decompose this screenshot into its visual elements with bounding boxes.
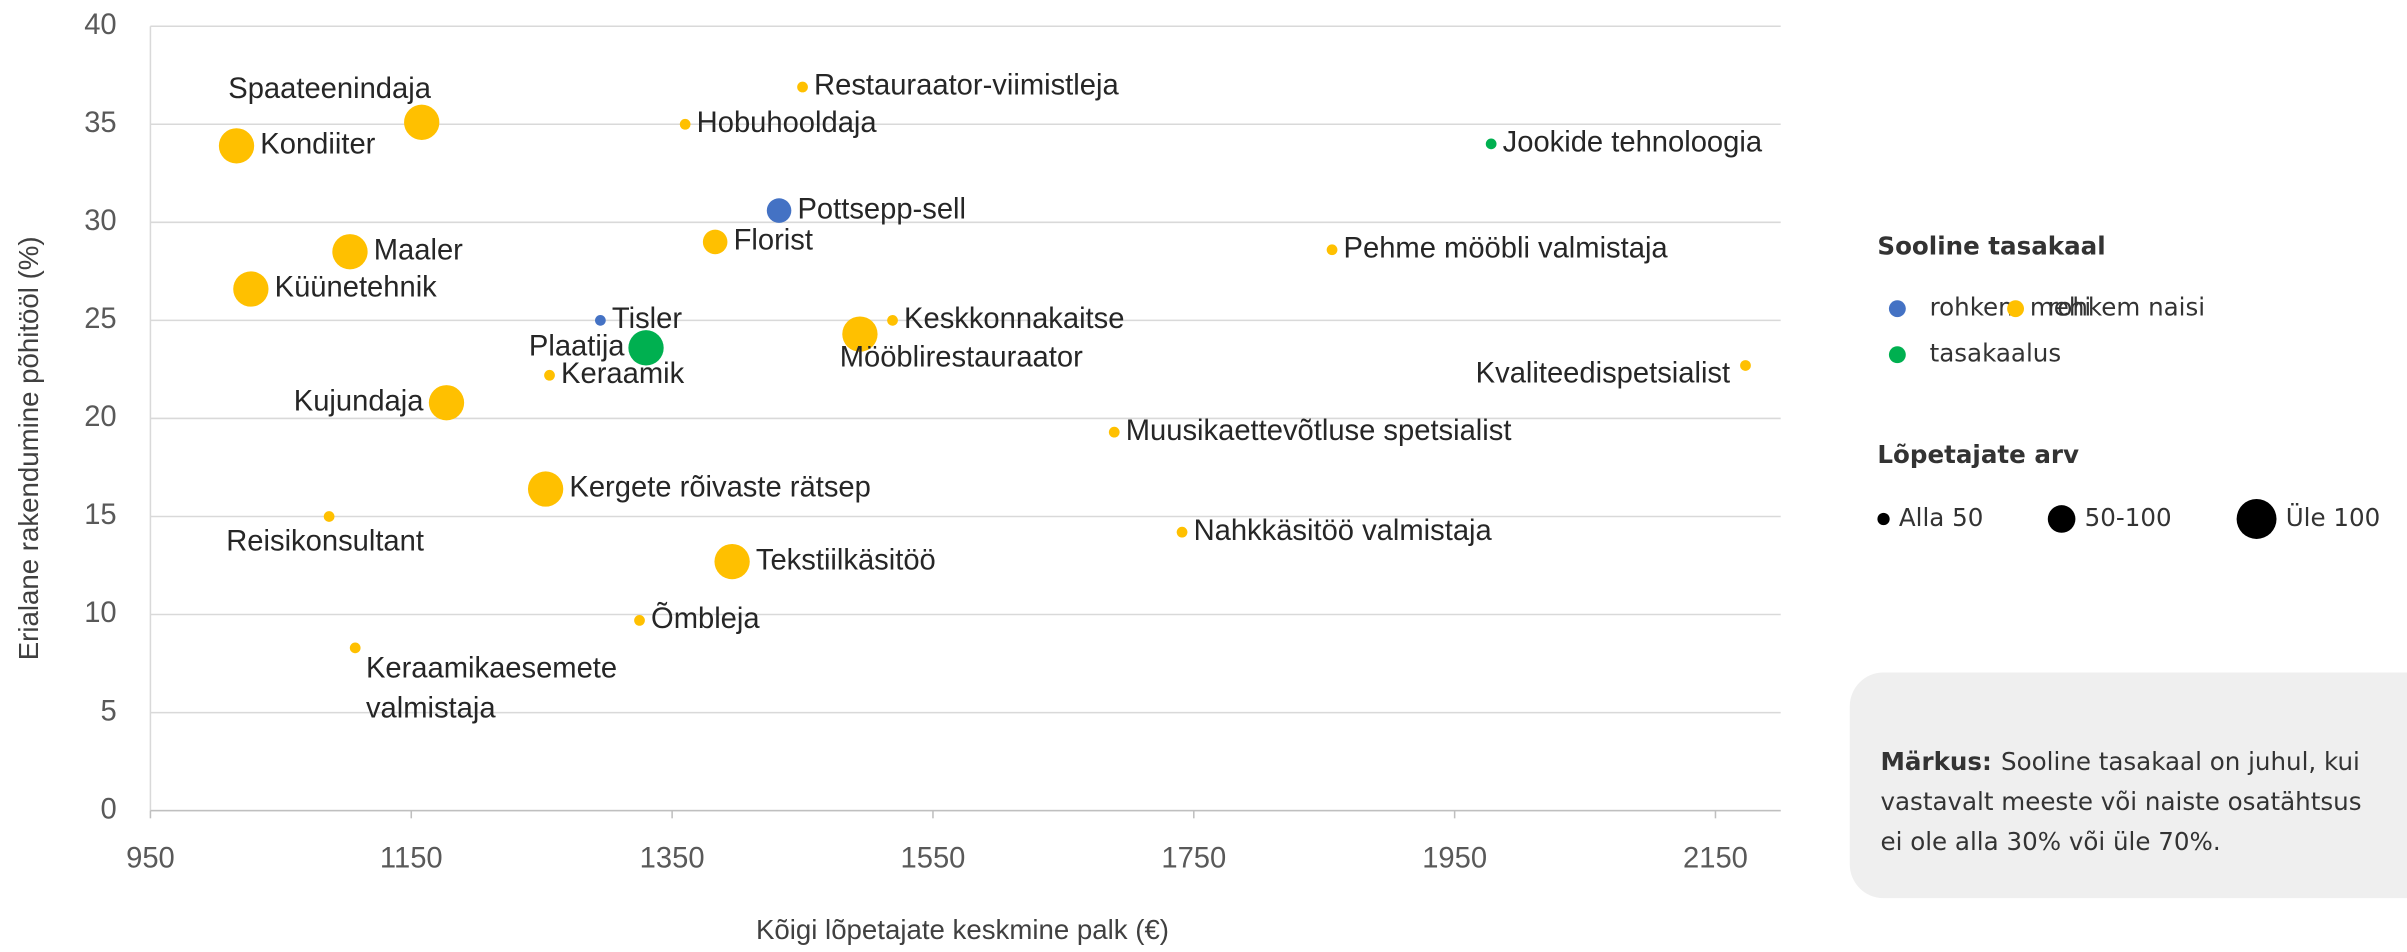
y-tick-label: 0: [100, 793, 116, 825]
point-label: Keraamikaesemete valmistaja: [366, 652, 617, 724]
point: [218, 128, 255, 164]
point: [1740, 360, 1751, 371]
x-tick-label: 2150: [1683, 842, 1748, 874]
point: [1108, 426, 1120, 438]
point-label-line: Keraamikaesemete: [366, 652, 617, 684]
point: [679, 118, 691, 130]
legend-label: rohkem naisi: [2048, 293, 2205, 322]
x-tick-label: 1950: [1422, 842, 1487, 874]
legend-marker: [2007, 300, 2024, 318]
point: [404, 104, 440, 140]
point-label: Pottsepp-sell: [797, 193, 966, 225]
x-tick-label: 1350: [640, 842, 705, 874]
point: [323, 511, 335, 522]
note-line: vastavalt meeste või naiste osatähtsus: [1880, 787, 2361, 816]
point-label: Kvaliteedispetsialist: [1476, 357, 1730, 389]
note-label: Märkus:: [1880, 747, 1991, 776]
point-label: Nahkkäsitöö valmistaja: [1194, 515, 1493, 547]
note-box: [1849, 672, 2407, 899]
legend-title: Lõpetajate arv: [1877, 440, 2079, 469]
legend-marker: [2047, 505, 2076, 533]
x-tick-label: 950: [126, 842, 175, 874]
x-tick-label: 1150: [380, 842, 443, 874]
point-label: Muusikaettevõtluse spetsialist: [1126, 415, 1512, 447]
y-tick-label: 20: [84, 401, 116, 433]
x-tick-label: 1550: [901, 842, 966, 874]
point-label: Kujundaja: [294, 385, 424, 417]
note-line: Sooline tasakaal on juhul, kui: [2001, 747, 2360, 776]
point-label: Tisler: [612, 303, 682, 335]
note-line: ei ole alla 30% või üle 70%.: [1880, 827, 2220, 856]
x-axis-title: Kõigi lõpetajate keskmine palk (€): [756, 914, 1169, 945]
point: [233, 271, 269, 307]
point: [797, 81, 808, 93]
point: [1485, 138, 1497, 150]
point: [1176, 526, 1188, 538]
point: [887, 315, 898, 326]
point-label: Restauraator-viimistleja: [814, 70, 1119, 102]
legend-marker: [1888, 300, 1906, 318]
y-tick-label: 25: [84, 303, 116, 335]
point: [766, 198, 792, 223]
point: [544, 369, 555, 381]
point-label: Kondiiter: [260, 129, 375, 161]
y-axis-title: Erialane rakendumine põhitööl (%): [13, 236, 44, 660]
point: [634, 615, 645, 626]
point-label: Jookide tehnoloogia: [1503, 127, 1763, 159]
point: [842, 316, 878, 352]
legend-label: tasakaalus: [1930, 339, 2062, 368]
y-tick-label: 35: [84, 107, 116, 139]
point-label: Pehme mööbli valmistaja: [1344, 232, 1669, 264]
point-label: Hobuhooldaja: [697, 107, 878, 139]
legend-marker: [1888, 346, 1906, 364]
point: [1326, 244, 1338, 256]
legend-title: Sooline tasakaal: [1877, 231, 2105, 260]
y-tick-label: 15: [84, 499, 116, 531]
point: [628, 330, 664, 366]
point: [527, 471, 564, 507]
legend-marker: [1877, 512, 1890, 526]
x-tick-label: 1750: [1161, 842, 1226, 874]
y-tick-label: 30: [84, 205, 116, 237]
legend-label: 50-100: [2085, 503, 2172, 532]
point-label-line: valmistaja: [366, 692, 496, 724]
point-label: Tekstiilkäsitöö: [756, 544, 936, 576]
legend-label: Alla 50: [1899, 503, 1984, 532]
point-label: Plaatija: [529, 331, 625, 363]
y-tick-label: 5: [100, 695, 116, 727]
point-label: Spaateenindaja: [228, 73, 431, 105]
legend-label: Üle 100: [2286, 503, 2381, 532]
point-label: Keskkonnakaitse: [904, 303, 1124, 335]
point-label: Õmbleja: [651, 601, 760, 635]
point-label: Küünetehnik: [275, 272, 438, 304]
point-label: Florist: [734, 225, 813, 257]
y-tick-label: 40: [84, 9, 116, 41]
point-label: Keraamik: [561, 358, 685, 390]
point: [428, 385, 465, 421]
point: [595, 315, 606, 326]
legend-marker: [2236, 499, 2277, 539]
note-text: Märkus: Sooline tasakaal on juhul, kui vas…: [1880, 747, 2361, 856]
point-label: Maaler: [374, 234, 463, 266]
y-tick-label: 10: [84, 597, 116, 629]
point: [349, 642, 361, 654]
point-label: Mööblirestauraator: [840, 341, 1083, 373]
point: [714, 543, 750, 580]
point-label: Kergete rõivaste rätsep: [569, 472, 870, 504]
point: [702, 229, 728, 255]
point-label: Reisikonsultant: [226, 525, 424, 557]
point: [332, 234, 368, 270]
